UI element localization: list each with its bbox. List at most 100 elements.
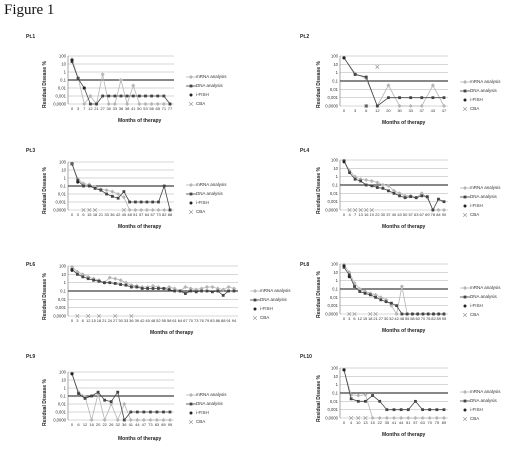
legend-item: i-FISH — [186, 90, 227, 99]
data-point — [347, 275, 351, 279]
data-point — [392, 408, 396, 412]
data-point — [342, 56, 346, 60]
legend: mRNA analysis DNA analysis i-FISH CBA — [460, 77, 501, 113]
legend-label: i-FISH — [260, 306, 273, 311]
x-tick-label: 0 — [343, 316, 346, 321]
series-2 — [342, 368, 346, 372]
x-tick-label: 89 — [437, 316, 442, 321]
data-point — [371, 394, 374, 397]
data-point — [353, 207, 358, 213]
data-point — [375, 103, 380, 109]
x-tick-label: 33 — [104, 212, 109, 217]
legend-symbol — [186, 402, 196, 405]
data-point — [162, 184, 166, 188]
series-1 — [342, 368, 446, 412]
series-2 — [70, 372, 74, 376]
data-point — [200, 289, 203, 293]
data-point — [81, 181, 86, 186]
data-point — [375, 186, 379, 189]
data-point — [363, 392, 368, 398]
legend-symbol — [250, 298, 260, 301]
data-point — [87, 182, 92, 187]
x-tick-label: 0 — [343, 108, 346, 113]
x-tick-label: 35 — [385, 420, 390, 425]
y-tick-label: 0,0000 — [53, 102, 66, 107]
data-point — [364, 76, 369, 81]
y-tick-label: 0,0000 — [325, 104, 338, 109]
data-point — [395, 304, 399, 308]
legend-label: DNA analysis — [470, 398, 497, 403]
series-2 — [342, 264, 351, 279]
data-point — [75, 313, 80, 319]
y-tick-label: 0,0000 — [325, 208, 338, 213]
x-tick-label: 26 — [109, 422, 114, 427]
data-point — [109, 400, 113, 403]
legend-item: i-FISH — [460, 301, 501, 310]
data-point — [349, 415, 354, 421]
data-point — [420, 96, 424, 100]
y-tick-label: 0,1 — [60, 78, 66, 83]
data-point — [106, 101, 111, 107]
x-tick-label: 84 — [436, 212, 441, 217]
data-point — [397, 191, 402, 196]
data-point — [392, 191, 396, 195]
legend: mRNA analysis DNA analysis i-FISH CBA — [250, 286, 291, 322]
y-tick-label: 100 — [59, 264, 67, 269]
data-point — [118, 77, 124, 83]
x-tick-label: 15 — [91, 318, 96, 323]
data-point — [162, 94, 166, 98]
data-point — [70, 60, 74, 63]
data-point — [420, 194, 424, 198]
y-tick-label: 10 — [333, 62, 338, 67]
series-line — [343, 264, 444, 316]
data-point — [123, 280, 129, 285]
y-tick-label: 0,1 — [332, 287, 338, 292]
data-point — [437, 312, 441, 316]
data-point — [420, 311, 426, 317]
legend-symbol — [188, 101, 194, 106]
data-point — [397, 103, 402, 109]
y-tick-label: 100 — [331, 366, 339, 371]
legend-label: mRNA analysis — [470, 389, 501, 394]
legend-symbol — [460, 295, 470, 298]
legend-symbol — [460, 79, 470, 84]
x-tick-label: 47 — [142, 422, 147, 427]
data-point — [403, 196, 407, 200]
x-tick-label: 58 — [410, 316, 415, 321]
data-point — [389, 301, 393, 305]
data-point — [368, 291, 373, 296]
data-point — [91, 276, 96, 281]
y-tick-label: 1 — [336, 174, 339, 179]
data-point — [377, 415, 382, 421]
data-point — [70, 372, 74, 376]
x-tick-label: 89 — [442, 420, 447, 425]
x-tick-label: 36 — [129, 318, 134, 323]
data-point — [420, 415, 425, 421]
legend-item: mRNA analysis — [460, 283, 501, 292]
x-tick-label: 60 — [415, 316, 420, 321]
data-point — [352, 311, 357, 317]
data-point — [368, 293, 372, 297]
legend-item: mRNA analysis — [460, 77, 501, 86]
data-point — [347, 311, 352, 317]
x-tick-label: 67 — [420, 212, 425, 217]
legend-label: DNA analysis — [470, 88, 497, 93]
legend-item: CBA — [186, 99, 227, 108]
legend-item: CBA — [460, 414, 501, 423]
data-point — [436, 311, 441, 317]
data-point — [369, 207, 374, 213]
series-0 — [69, 161, 173, 213]
series-3 — [75, 313, 134, 319]
data-point — [400, 312, 404, 316]
data-point — [441, 103, 447, 109]
data-point — [210, 284, 215, 290]
x-tick-label: 21 — [99, 212, 104, 217]
x-tick-label: 15 — [363, 316, 368, 321]
series-line — [343, 267, 444, 315]
data-point — [342, 264, 346, 268]
data-point — [139, 207, 144, 213]
series-line — [71, 373, 170, 421]
x-tick-label: 36 — [110, 212, 115, 217]
data-point — [87, 207, 92, 213]
